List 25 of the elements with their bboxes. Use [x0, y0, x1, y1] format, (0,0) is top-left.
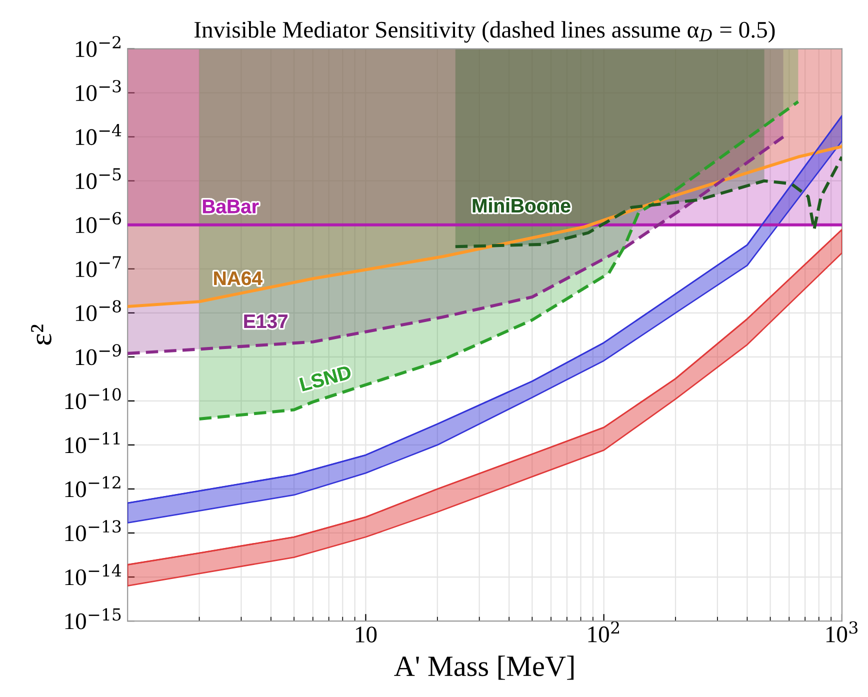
y-axis-title: ε² [31, 324, 52, 345]
series-label: BaBar [202, 200, 259, 214]
x-axis-title: A' Mass [MeV] [394, 656, 574, 680]
series-label: MiniBoone [472, 198, 570, 213]
y-tick-label: 10$^{−7}$ [76, 256, 121, 278]
y-tick-label: 10$^{−13}$ [65, 520, 121, 542]
x-tick-label: 10$^{2}$ [588, 621, 619, 642]
y-tick-label: 10$^{−4}$ [76, 124, 122, 146]
text: LSND [299, 365, 352, 392]
y-tick-label: 10$^{−5}$ [76, 168, 121, 190]
x-tick-label: 10 [356, 626, 377, 643]
series-label: NA64 [214, 271, 262, 286]
x-tick-label: 10$^{3}$ [826, 621, 858, 642]
y-tick-label: 10$^{−2}$ [76, 36, 120, 58]
series-label: E137 [244, 314, 288, 328]
y-tick-label: 10$^{−9}$ [76, 344, 121, 366]
y-tick-label: 10$^{−8}$ [76, 300, 121, 322]
y-tick-label: 10$^{−12}$ [65, 476, 120, 498]
y-tick-label: 10$^{−10}$ [65, 388, 121, 410]
y-tick-label: 10$^{−3}$ [76, 80, 121, 102]
chart-title: Invisible Mediator Sensitivity (dashed lines assume α$_{D}$ = 0.5) [194, 21, 775, 43]
y-tick-label: 10$^{−6}$ [76, 212, 122, 234]
y-tick-label: 10$^{−14}$ [65, 564, 122, 586]
y-tick-label: 10$^{−15}$ [65, 608, 121, 630]
y-tick-label: 10$^{−11}$ [65, 432, 120, 454]
